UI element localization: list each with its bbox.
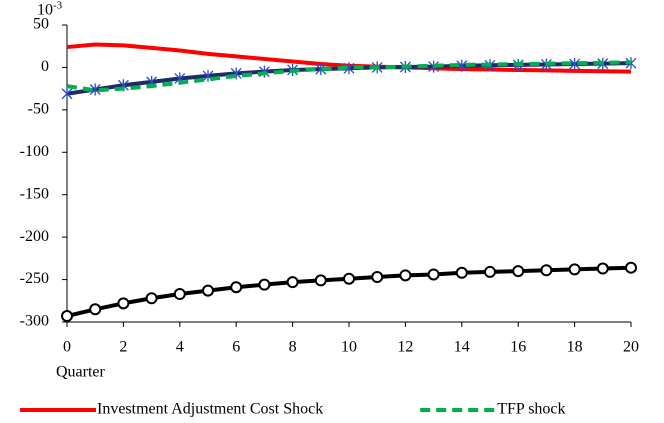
point-marker xyxy=(315,63,327,76)
point-marker xyxy=(286,276,299,289)
legend-label: Investment Adjustment Cost Shock xyxy=(97,401,323,418)
point-marker xyxy=(596,262,609,275)
point-marker xyxy=(399,269,412,282)
point-marker xyxy=(258,278,271,291)
x-tick-label: 20 xyxy=(623,339,639,356)
y-tick-label: -50 xyxy=(28,101,49,118)
point-marker xyxy=(89,303,102,316)
x-tick-label: 12 xyxy=(397,339,413,356)
point-marker xyxy=(455,266,468,279)
point-marker xyxy=(540,264,553,277)
x-tick-label: 4 xyxy=(176,339,184,356)
point-marker xyxy=(202,284,214,297)
point-marker xyxy=(61,87,73,100)
y-multiplier-exponent: -3 xyxy=(53,0,63,12)
x-tick-label: 18 xyxy=(567,339,583,356)
point-marker xyxy=(89,83,101,96)
point-marker xyxy=(512,265,525,278)
x-tick-label: 14 xyxy=(454,339,470,356)
point-marker xyxy=(371,271,384,284)
x-tick-label: 6 xyxy=(232,339,240,356)
y-tick-label: -100 xyxy=(20,143,49,160)
y-tick-label: 0 xyxy=(41,58,49,75)
point-marker xyxy=(173,287,186,300)
series-line xyxy=(66,60,632,93)
point-marker xyxy=(568,263,581,276)
x-axis-label: Quarter xyxy=(56,364,106,381)
x-tick-label: 16 xyxy=(510,339,526,356)
y-tick-label: -250 xyxy=(20,270,49,287)
y-tick-label: 50 xyxy=(33,16,49,33)
point-marker xyxy=(314,274,327,287)
y-tick-label: -200 xyxy=(20,228,49,245)
y-tick-label: -300 xyxy=(20,313,49,330)
point-marker xyxy=(427,268,440,281)
x-tick-label: 2 xyxy=(119,339,127,356)
x-tick-label: 0 xyxy=(63,339,71,356)
x-tick-label: 8 xyxy=(289,339,297,356)
point-marker xyxy=(230,281,243,294)
point-marker xyxy=(456,59,468,72)
point-marker xyxy=(484,265,496,278)
y-multiplier-base: 10 xyxy=(37,2,53,19)
point-marker xyxy=(117,297,130,310)
point-marker xyxy=(625,261,637,274)
point-marker xyxy=(145,292,158,305)
point-marker xyxy=(343,62,355,75)
point-marker xyxy=(569,58,581,71)
point-marker xyxy=(343,272,355,285)
legend-label: TFP shock xyxy=(497,401,565,418)
point-marker xyxy=(61,310,73,323)
y-tick-label: -150 xyxy=(20,185,49,202)
x-tick-label: 10 xyxy=(341,339,357,356)
